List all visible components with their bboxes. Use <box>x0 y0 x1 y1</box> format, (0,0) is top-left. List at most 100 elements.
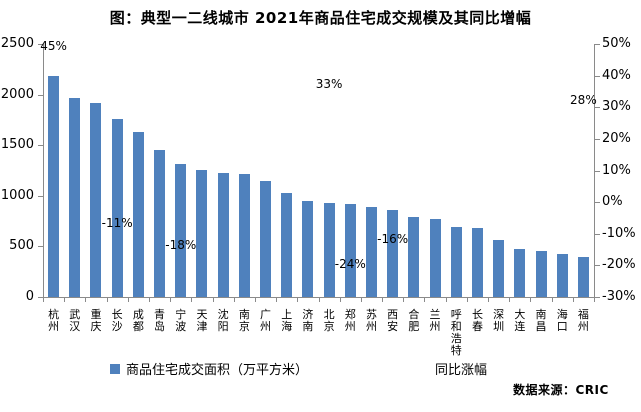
x-axis-label-char: 上 <box>281 308 293 321</box>
bar <box>260 180 272 297</box>
x-axis-tick <box>191 298 193 302</box>
x-axis-tick <box>466 298 468 302</box>
x-axis-label-char: 阳 <box>217 320 229 333</box>
bar <box>238 173 250 297</box>
x-axis-label-char: 京 <box>238 320 250 333</box>
x-axis-label: 长春 <box>463 309 492 333</box>
x-axis-label: 呼和浩特 <box>442 309 471 357</box>
bar <box>90 102 102 297</box>
y2-axis-tick <box>595 75 600 77</box>
data-label: 45% <box>40 38 67 53</box>
legend-item-bar: 商品住宅成交面积（万平方米） <box>110 359 308 378</box>
x-axis-tick <box>148 298 150 302</box>
x-axis-label-char: 宁 <box>175 308 187 321</box>
x-axis-label-char: 和 <box>450 320 462 333</box>
x-axis-tick <box>594 298 595 302</box>
bar <box>344 203 356 297</box>
x-axis-line <box>43 297 595 298</box>
x-axis-tick <box>212 298 214 302</box>
x-axis-label-char: 北 <box>323 308 335 321</box>
y2-axis-tick-label: -30% <box>602 289 636 304</box>
x-axis-label-char: 福 <box>577 308 589 321</box>
x-axis-label: 杭州 <box>39 309 68 333</box>
x-axis-label-char: 州 <box>260 320 272 333</box>
x-axis-label: 苏州 <box>357 309 386 333</box>
data-label: -18% <box>165 238 197 253</box>
y2-axis-tick-label: 10% <box>602 162 631 178</box>
x-axis-label-char: 西 <box>387 308 399 321</box>
bar <box>408 216 420 297</box>
x-axis-label-char: 重 <box>90 308 102 321</box>
x-axis-label-char: 波 <box>175 320 187 333</box>
x-axis-tick <box>424 298 426 302</box>
x-axis-label-char: 沙 <box>111 320 123 333</box>
x-axis-label-char: 合 <box>408 308 420 321</box>
y2-axis-tick <box>595 138 600 140</box>
x-axis-label-char: 天 <box>196 308 208 321</box>
data-label: 33% <box>315 76 343 91</box>
x-axis-label-char: 苏 <box>365 308 377 321</box>
x-axis-label-char: 南 <box>302 320 314 333</box>
x-axis-label: 天津 <box>187 309 216 333</box>
x-axis-tick <box>572 298 574 302</box>
y-axis-tick-label: 500 <box>9 238 34 254</box>
data-label: 28% <box>570 92 597 107</box>
x-axis-label-char: 州 <box>365 320 377 333</box>
x-axis-label-char: 浩 <box>450 332 462 345</box>
x-axis-label-char: 广 <box>260 308 272 321</box>
x-axis-tick <box>530 298 532 302</box>
x-axis-label-char: 岛 <box>154 320 166 333</box>
x-axis-label-char: 州 <box>344 320 356 333</box>
y2-axis-tick <box>595 44 600 45</box>
y-axis-left-line <box>43 44 44 298</box>
y-axis-tick <box>38 246 43 248</box>
y2-axis-tick <box>595 297 600 298</box>
x-axis-label-char: 连 <box>514 320 526 333</box>
bar <box>514 248 526 297</box>
x-axis-label: 兰州 <box>420 309 449 333</box>
bar <box>196 169 208 297</box>
x-axis-tick <box>509 298 511 302</box>
y-axis-tick-label: 1000 <box>0 187 34 203</box>
bar <box>365 207 377 297</box>
x-axis-tick <box>551 298 553 302</box>
x-axis-label-char: 兰 <box>429 308 441 321</box>
x-axis-label-char: 长 <box>111 308 123 321</box>
legend-line-label: 同比涨幅 <box>435 363 488 378</box>
x-axis-label-char: 郑 <box>344 308 356 321</box>
x-axis-tick <box>318 298 320 302</box>
bar <box>132 131 144 297</box>
x-axis-tick <box>233 298 235 302</box>
x-axis-label-char: 海 <box>556 308 568 321</box>
x-axis-label: 武汉 <box>60 309 89 333</box>
x-axis-label: 长沙 <box>103 309 132 333</box>
x-axis-label-char: 杭 <box>48 308 60 321</box>
legend-item-line: 同比涨幅 <box>435 359 487 378</box>
y2-axis-tick-label: 0% <box>602 194 623 210</box>
x-axis-tick <box>297 298 299 302</box>
x-axis-label-char: 汉 <box>69 320 81 333</box>
bar <box>69 98 81 297</box>
y-axis-tick-label: 2500 <box>0 36 34 51</box>
x-axis-label: 上海 <box>272 309 301 333</box>
x-axis-label-char: 济 <box>302 308 314 321</box>
bar <box>471 227 483 297</box>
x-axis-tick <box>382 298 384 302</box>
y2-axis-tick <box>595 170 600 172</box>
x-axis-label: 成都 <box>124 309 153 333</box>
x-axis-label-char: 肥 <box>408 320 420 333</box>
x-axis-label-char: 南 <box>535 308 547 321</box>
y-axis-tick <box>38 44 43 45</box>
y-axis-right-line <box>594 44 595 298</box>
x-axis-tick <box>170 298 172 302</box>
bar <box>556 254 568 297</box>
x-axis-label: 西安 <box>378 309 407 333</box>
x-axis-label-char: 青 <box>154 308 166 321</box>
x-axis-label-char: 大 <box>514 308 526 321</box>
x-axis-label-char: 成 <box>132 308 144 321</box>
x-axis-tick <box>106 298 108 302</box>
x-axis-label: 青岛 <box>145 309 174 333</box>
x-axis-label-char: 沈 <box>217 308 229 321</box>
bar <box>577 256 589 297</box>
